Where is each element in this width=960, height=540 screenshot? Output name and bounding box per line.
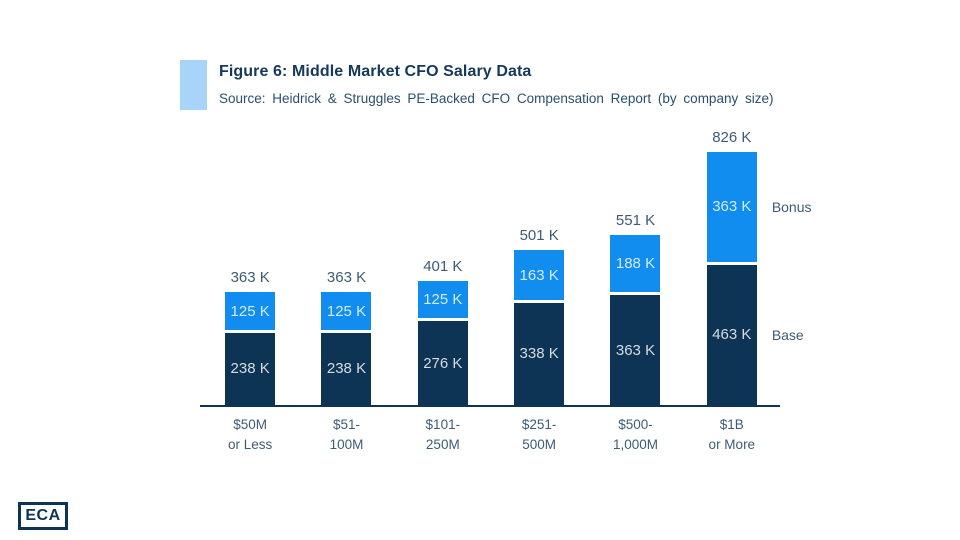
eca-logo: ECA bbox=[18, 502, 68, 530]
category-label: $50M or Less bbox=[228, 417, 273, 453]
bonus-value-label: 363 K bbox=[712, 198, 752, 216]
bonus-value-label: 188 K bbox=[615, 255, 656, 273]
base-value-label: 338 K bbox=[519, 345, 559, 363]
total-label: 826 K bbox=[712, 129, 752, 147]
category-label: $500- 1,000M bbox=[612, 417, 658, 453]
total-label: 363 K bbox=[230, 269, 270, 287]
total-label: 501 K bbox=[519, 227, 559, 245]
category-label: $251- 500M bbox=[521, 417, 557, 453]
category-label: $51- 100M bbox=[329, 417, 364, 453]
bonus-segment: 125 K bbox=[225, 292, 276, 330]
bonus-segment: 163 K bbox=[514, 250, 565, 300]
bar-group-2: 363 K 125 K 238 K $51- 100M bbox=[298, 120, 394, 452]
bonus-value-label: 163 K bbox=[519, 266, 559, 284]
legend-label-base: Base bbox=[771, 326, 804, 343]
base-segment: 238 K bbox=[225, 332, 276, 405]
figure-source: Source: Heidrick & Struggles PE-Backed C… bbox=[219, 91, 774, 106]
base-segment: 463 K Base bbox=[706, 264, 804, 405]
eca-logo-text: ECA bbox=[25, 507, 61, 524]
figure-header-text: Figure 6: Middle Market CFO Salary Data … bbox=[219, 60, 773, 106]
base-value-label: 238 K bbox=[230, 360, 270, 378]
bonus-value-label: 125 K bbox=[230, 302, 270, 320]
base-value-label: 276 K bbox=[423, 354, 463, 372]
total-label: 363 K bbox=[326, 269, 367, 287]
bar-group-4: 501 K 163 K 338 K $251- 500M bbox=[491, 120, 587, 452]
figure-title: Figure 6: Middle Market CFO Salary Data bbox=[219, 63, 532, 80]
base-segment: 363 K bbox=[610, 295, 661, 405]
total-label: 551 K bbox=[615, 212, 656, 230]
accent-bar bbox=[180, 60, 207, 110]
bar-group-3: 401 K 125 K 276 K $101- 250M bbox=[395, 120, 491, 452]
base-value-label: 363 K bbox=[615, 341, 656, 359]
figure-header: Figure 6: Middle Market CFO Salary Data … bbox=[180, 60, 773, 110]
bar-group-5: 551 K 188 K 363 K $500- 1,000M bbox=[587, 120, 683, 452]
base-segment: 238 K bbox=[321, 332, 372, 405]
bonus-segment: 125 K bbox=[417, 280, 468, 319]
category-label: $101- 250M bbox=[425, 417, 461, 453]
base-value-label: 238 K bbox=[326, 360, 367, 378]
bonus-segment: 188 K bbox=[610, 235, 661, 293]
total-label: 401 K bbox=[423, 257, 463, 275]
base-value-label: 463 K bbox=[712, 326, 752, 344]
bonus-value-label: 125 K bbox=[423, 291, 463, 309]
bonus-segment: 125 K bbox=[321, 292, 372, 330]
x-axis-line bbox=[200, 405, 780, 407]
bar-group-6: 826 K 363 K Bonus 463 K Base $1B or More bbox=[684, 120, 812, 452]
stacked-bar-chart: 363 K 125 K 238 K $50M or Less 363 K 125 K 238… bbox=[200, 120, 812, 452]
base-segment: 338 K bbox=[514, 302, 565, 405]
bonus-value-label: 125 K bbox=[326, 302, 367, 320]
base-segment: 276 K bbox=[417, 321, 468, 405]
bonus-segment: 363 K Bonus bbox=[706, 152, 812, 262]
category-label: $1B or More bbox=[708, 417, 756, 453]
bar-group-1: 363 K 125 K 238 K $50M or Less bbox=[202, 120, 298, 452]
legend-label-bonus: Bonus bbox=[771, 198, 812, 215]
